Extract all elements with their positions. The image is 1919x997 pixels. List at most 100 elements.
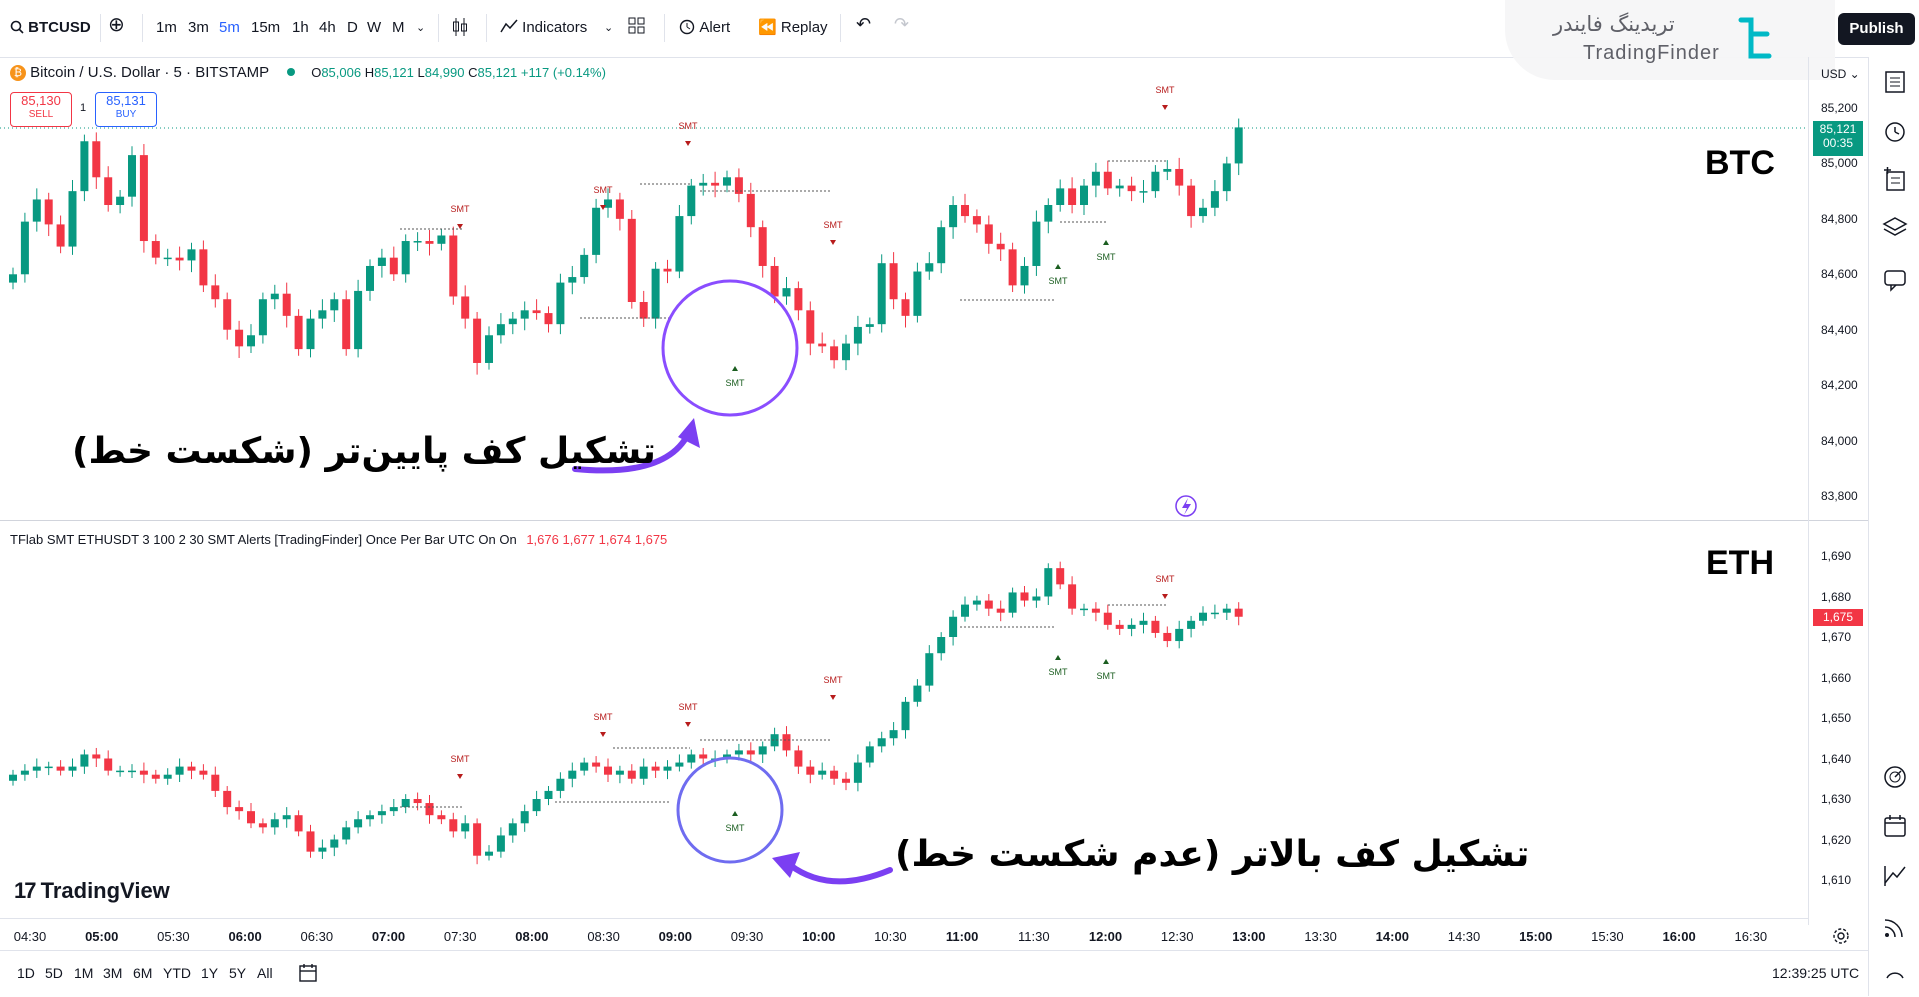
range-1y[interactable]: 1Y: [201, 965, 219, 981]
annotation-arrow-bottom: [772, 852, 893, 885]
divider: [664, 14, 665, 42]
btc-candle: [294, 309, 303, 356]
time-tick: 06:30: [300, 929, 334, 944]
interval-1h[interactable]: 1h: [292, 19, 309, 36]
eth-candle: [294, 810, 303, 837]
btc-candle: [354, 279, 363, 358]
chevron-down-icon[interactable]: ⌄: [416, 22, 426, 34]
help-icon[interactable]: [1882, 960, 1908, 986]
eth-candle: [187, 761, 196, 780]
svg-text:SMT: SMT: [594, 185, 614, 195]
btc-candle: [1187, 178, 1196, 228]
eth-candle: [485, 845, 493, 861]
currency-selector[interactable]: USD ⌄: [1821, 67, 1860, 81]
interval-w[interactable]: W: [367, 19, 382, 36]
interval-1m[interactable]: 1m: [156, 19, 177, 36]
eth-price-tick: 1,620: [1821, 832, 1852, 847]
eth-candle: [1210, 604, 1219, 619]
buy-button[interactable]: 85,131 BUY: [95, 92, 157, 127]
indicator-legend[interactable]: TFlab SMT ETHUSDT 3 100 2 30 SMT Alerts …: [10, 532, 667, 547]
btc-candle: [9, 267, 17, 290]
btc-candle: [151, 234, 160, 265]
pane-divider[interactable]: [0, 520, 1868, 521]
btc-candle: [663, 259, 672, 284]
bottom-toolbar: 1D 5D 1M 3M 6M YTD 1Y 5Y All 12:39:25 UTC: [0, 950, 1868, 997]
eth-candle: [925, 645, 934, 692]
indicators-button[interactable]: Indicators: [500, 17, 587, 39]
alert-button[interactable]: Alert: [678, 17, 730, 39]
alarm-clock-icon[interactable]: [1882, 118, 1908, 144]
broadcast-icon[interactable]: [1882, 914, 1908, 940]
btc-candle: [687, 178, 696, 225]
btc-price-tick: 84,600: [1821, 267, 1858, 282]
range-all[interactable]: All: [257, 965, 273, 981]
time-tick: 11:30: [1018, 929, 1050, 944]
interval-m[interactable]: M: [392, 19, 405, 36]
candlestick-chart[interactable]: SMT SMT SMT SMT SMT SMT SMT SMT SMT SMT SMT SMT SMT S…: [0, 0, 1808, 918]
btc-candle: [853, 315, 862, 356]
interval-3m[interactable]: 3m: [188, 19, 209, 36]
range-5d[interactable]: 5D: [45, 965, 63, 981]
range-1d[interactable]: 1D: [17, 965, 35, 981]
layouts-grid-icon[interactable]: [628, 17, 645, 41]
eth-candle: [1222, 603, 1231, 620]
eth-candle: [473, 818, 482, 865]
symbol-title[interactable]: Bitcoin / U.S. Dollar · 5 · BITSTAMP: [30, 64, 269, 81]
speedometer-icon[interactable]: [1882, 764, 1908, 790]
eth-candle: [901, 696, 910, 739]
tradingview-logo[interactable]: 17 TradingView: [14, 878, 170, 904]
eth-candle: [1175, 620, 1184, 649]
compare-plus-icon[interactable]: ⊕: [108, 14, 125, 36]
chevron-down-icon[interactable]: ⌄: [604, 22, 614, 34]
eth-label: ETH: [1706, 544, 1774, 582]
date-range-calendar-icon[interactable]: [298, 963, 320, 983]
btc-candle: [20, 212, 29, 283]
divider: [486, 14, 487, 42]
watchlist-icon[interactable]: [1882, 69, 1908, 95]
btc-candle: [1008, 242, 1017, 293]
replay-button[interactable]: ⏪ Replay: [758, 17, 828, 39]
redo-icon[interactable]: ↷: [894, 14, 910, 34]
time-tick: 06:00: [228, 929, 262, 944]
range-5y[interactable]: 5Y: [229, 965, 247, 981]
layers-icon[interactable]: [1882, 215, 1908, 241]
btc-candle: [116, 190, 125, 214]
lightning-icon[interactable]: [1175, 495, 1197, 517]
btc-candle: [80, 134, 89, 202]
price-axis[interactable]: USD ⌄ 85,200 85,000 84,800 84,600 84,400 84,2…: [1808, 57, 1869, 925]
btc-candle: [1139, 180, 1148, 203]
range-ytd[interactable]: YTD: [163, 965, 191, 981]
eth-candle: [1234, 602, 1243, 626]
btc-candle: [211, 274, 220, 308]
candles-type-icon[interactable]: [452, 17, 468, 44]
range-3m[interactable]: 3M: [103, 965, 123, 981]
btc-candle: [972, 209, 981, 233]
btc-candle: [282, 282, 291, 328]
chat-icon[interactable]: [1882, 267, 1908, 293]
range-6m[interactable]: 6M: [133, 965, 153, 981]
interval-d[interactable]: D: [347, 19, 358, 36]
eth-candle: [199, 764, 208, 780]
calendar-icon[interactable]: [1882, 813, 1908, 839]
undo-icon[interactable]: ↶: [856, 14, 872, 34]
gear-icon[interactable]: [1832, 927, 1850, 945]
interval-4h[interactable]: 4h: [319, 19, 336, 36]
btc-candle: [32, 188, 41, 232]
interval-15m[interactable]: 15m: [251, 19, 281, 36]
utc-clock[interactable]: 12:39:25 UTC: [1772, 965, 1860, 981]
btc-candle: [984, 215, 993, 254]
indicator-legend-values: 1,676 1,677 1,674 1,675: [526, 532, 668, 547]
eth-price-tick: 1,650: [1821, 711, 1852, 725]
eth-candle: [306, 824, 315, 858]
range-1m[interactable]: 1M: [74, 965, 94, 981]
time-axis[interactable]: 04:30 05:00 05:30 06:00 06:30 07:00 07:30 08:00…: [0, 918, 1849, 951]
btc-candle: [270, 284, 279, 310]
strategy-icon[interactable]: [1882, 863, 1908, 889]
btc-candle: [1044, 198, 1053, 234]
publish-button[interactable]: Publish: [1838, 13, 1915, 45]
object-tree-icon[interactable]: [1882, 167, 1908, 193]
divider: [438, 14, 439, 42]
interval-5m[interactable]: 5m: [219, 19, 240, 36]
sell-button[interactable]: 85,130 SELL: [10, 92, 72, 127]
symbol-search[interactable]: BTCUSD: [10, 17, 91, 39]
